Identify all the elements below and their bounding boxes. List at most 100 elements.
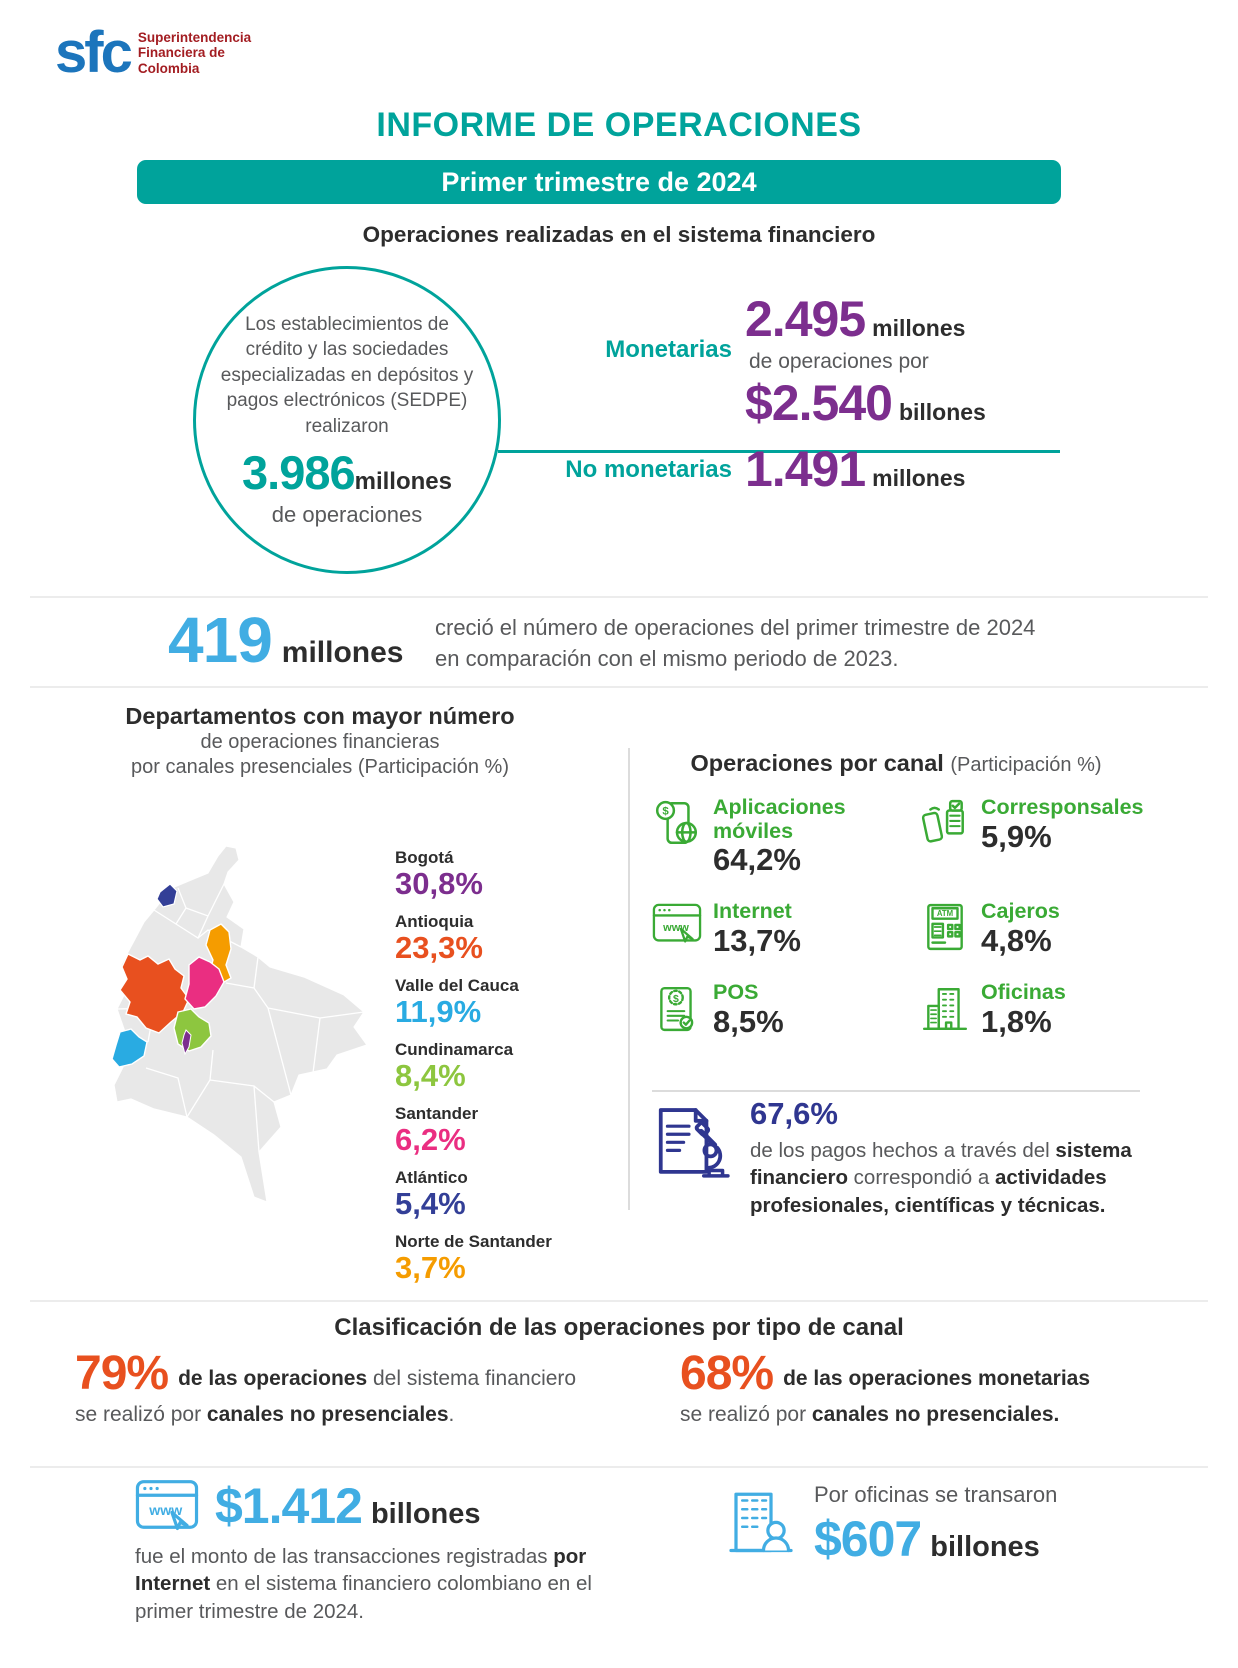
internet-amount-unit: billones xyxy=(370,1498,481,1531)
departments-subtitle-2: por canales presenciales (Participación … xyxy=(131,756,509,778)
internet-text-bold: por Internet xyxy=(135,1545,587,1596)
channel-value: 4,8% xyxy=(981,923,1052,959)
non-monetary-label: No monetarias xyxy=(565,456,732,483)
internet-amount-block: www $1.412 billones xyxy=(135,1478,481,1535)
department-value: 8,4% xyxy=(395,1058,466,1094)
list-item: Atlántico 5,4% xyxy=(395,1168,552,1221)
department-name: Santander xyxy=(395,1103,479,1123)
class-right-bold1: de las operaciones monetarias xyxy=(783,1366,1091,1390)
svg-text:$: $ xyxy=(673,994,679,1005)
offices-amount-value: $607 xyxy=(814,1511,922,1567)
class-right-bold2: canales no presenciales. xyxy=(811,1403,1060,1427)
map-bogota xyxy=(181,1029,192,1056)
department-name: Norte de Santander xyxy=(395,1231,552,1251)
map-atlantico xyxy=(156,883,178,908)
classification-left: 79% de las operaciones del sistema finan… xyxy=(75,1347,615,1427)
channel-name: POS xyxy=(713,980,759,1005)
divider-2 xyxy=(30,686,1208,688)
non-monetary-values: 1.491 millones xyxy=(745,440,965,498)
atm-icon: ATM xyxy=(920,902,970,952)
note-text-1: de los pagos hechos a través del xyxy=(750,1139,1056,1162)
mobile-app-icon: $ xyxy=(652,798,702,848)
channel-name: Oficinas xyxy=(981,980,1066,1005)
classification-right-line2: se realizó por canales no presenciales. xyxy=(680,1403,1160,1427)
monetary-caption: de operaciones por xyxy=(749,350,929,373)
channel-name: Internet xyxy=(713,899,792,924)
offices-amount-unit: billones xyxy=(930,1531,1040,1563)
monetary-amount-unit: billones xyxy=(898,399,986,425)
list-item: Antioquia 23,3% xyxy=(395,912,552,965)
list-item: Norte de Santander 3,7% xyxy=(395,1232,552,1285)
svg-text:www: www xyxy=(148,1502,183,1518)
document-microscope-icon xyxy=(650,1102,736,1188)
non-monetary-value: 1.491 xyxy=(745,441,866,497)
channel-offices: Oficinas 1,8% xyxy=(920,980,1144,1039)
channel-name: Corresponsales xyxy=(981,795,1144,819)
classification-left-line2: se realizó por canales no presenciales. xyxy=(75,1403,615,1427)
classification-right: 68% de las operaciones monetarias se rea… xyxy=(680,1347,1160,1427)
department-value: 3,7% xyxy=(395,1250,466,1286)
correspondent-icon xyxy=(920,798,970,848)
colombia-map xyxy=(111,845,368,1203)
page-title: INFORME DE OPERACIONES xyxy=(376,106,862,144)
payments-note-value: 67,6% xyxy=(750,1096,838,1131)
offices-amount-block: Por oficinas se transaron $607 billones xyxy=(726,1482,1057,1564)
monetary-label: Monetarias xyxy=(605,336,732,363)
note-bold-2: actividades profesionales, científicas y… xyxy=(750,1166,1107,1217)
channels-title-suffix: (Participación %) xyxy=(950,754,1102,776)
channel-value: 64,2% xyxy=(713,842,801,878)
channel-name: Cajeros xyxy=(981,899,1060,924)
internet-amount-value: $1.412 xyxy=(215,1478,363,1535)
circle-description: Los establecimientos de crédito y las so… xyxy=(220,313,474,437)
divider-3 xyxy=(30,1300,1208,1302)
channel-value: 5,9% xyxy=(981,818,1052,854)
channels-heading: Operaciones por canal (Participación %) xyxy=(650,750,1142,777)
channel-name: Aplicaciones móviles xyxy=(713,795,846,843)
section-subtitle: Operaciones realizadas en el sistema fin… xyxy=(362,222,876,247)
departments-list: Bogotá 30,8% Antioquia 23,3% Valle del C… xyxy=(395,848,552,1296)
sfc-logo-abbr: sfc xyxy=(55,20,133,85)
class-left-tail: . xyxy=(448,1403,455,1427)
growth-text: creció el número de operaciones del prim… xyxy=(435,615,1036,671)
non-monetary-unit: millones xyxy=(872,465,966,491)
monetary-ops-value: 2.495 xyxy=(745,291,866,347)
department-name: Antioquia xyxy=(395,911,474,931)
class-left-bold2: canales no presenciales xyxy=(206,1403,449,1427)
total-operations-value: 3.986 xyxy=(242,446,356,500)
growth-number: 419 millones xyxy=(168,603,403,677)
growth-value: 419 xyxy=(168,604,273,676)
department-name: Valle del Cauca xyxy=(395,975,519,995)
channel-value: 1,8% xyxy=(981,1003,1052,1039)
channel-mobile-apps: $ Aplicaciones móviles 64,2% xyxy=(652,795,920,878)
list-item: Bogotá 30,8% xyxy=(395,848,552,901)
list-item: Cundinamarca 8,4% xyxy=(395,1040,552,1093)
svg-text:ATM: ATM xyxy=(937,909,953,918)
svg-text:$: $ xyxy=(662,806,669,818)
department-name: Atlántico xyxy=(395,1167,468,1187)
classification-right-value: 68% xyxy=(680,1347,774,1400)
internet-icon: www xyxy=(652,902,702,946)
www-browser-icon: www xyxy=(135,1478,199,1535)
class-left-normal1: del sistema financiero xyxy=(367,1366,577,1390)
list-item: Valle del Cauca 11,9% xyxy=(395,976,552,1029)
classification-left-value: 79% xyxy=(75,1347,169,1400)
circle-value-row: 3.986 millones xyxy=(242,445,452,500)
classification-right-line1: de las operaciones monetarias xyxy=(783,1366,1090,1392)
list-item: Santander 6,2% xyxy=(395,1104,552,1157)
department-value: 30,8% xyxy=(395,866,483,902)
channel-atm: ATM Cajeros 4,8% xyxy=(920,900,1144,958)
channel-value: 13,7% xyxy=(713,923,801,959)
channels-grid: $ Aplicaciones móviles 64,2% xyxy=(652,795,1144,1039)
departments-title: Departamentos con mayor número xyxy=(125,703,515,729)
note-bold-1: sistema financiero xyxy=(750,1139,1132,1190)
classification-title: Clasificación de las operaciones por tip… xyxy=(334,1314,904,1341)
growth-unit: millones xyxy=(281,636,404,669)
total-operations-unit: millones xyxy=(354,468,452,496)
sfc-logo-name: Superintendencia Financiera de Colombia xyxy=(137,29,252,76)
internet-text-1: fue el monto de las transacciones regist… xyxy=(135,1545,554,1568)
period-banner: Primer trimestre de 2024 xyxy=(137,160,1061,204)
channel-correspondents: Corresponsales 5,9% xyxy=(920,795,1144,877)
departments-subtitle-1: de operaciones financieras xyxy=(200,731,440,753)
sfc-logo: sfc Superintendencia Financiera de Colom… xyxy=(55,24,258,82)
map-santander xyxy=(184,956,225,1010)
